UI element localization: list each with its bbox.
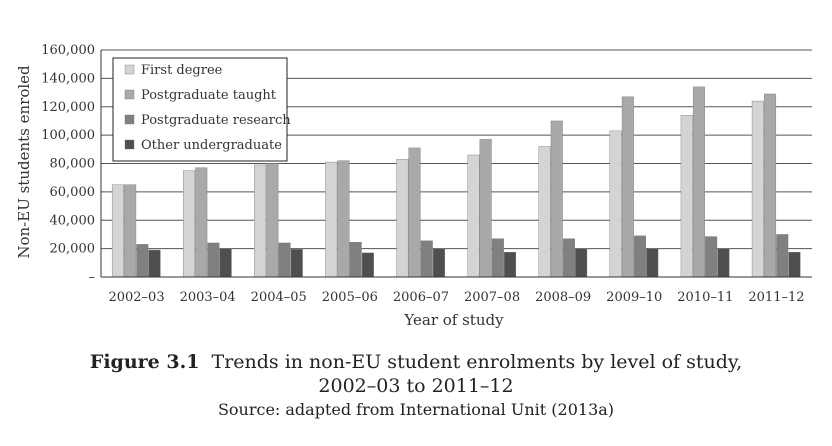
legend-swatch <box>124 114 135 125</box>
bar-postgraduate-research <box>278 242 291 278</box>
y-tick-label: 80,000 <box>50 157 96 172</box>
y-tick-label: – <box>89 270 96 285</box>
legend-label: First degree <box>141 63 223 78</box>
bar-other-undergraduate <box>432 248 445 278</box>
y-tick-labels: – 20,000 40,000 60,000 80,000 100,000 120,000 1… <box>41 43 95 285</box>
bar-postgraduate-taught <box>195 167 208 278</box>
y-tick-label: 60,000 <box>50 185 96 200</box>
bar-postgraduate-taught <box>266 163 279 278</box>
x-tick-label: 2006–07 <box>393 290 449 305</box>
y-tick-label: 160,000 <box>41 43 95 58</box>
bar-other-undergraduate <box>148 249 161 278</box>
bar-first-degree <box>396 159 409 278</box>
bar-other-undergraduate <box>290 249 303 278</box>
figure-source: Source: adapted from International Unit … <box>217 400 615 419</box>
enrolment-bar-chart: – 20,000 40,000 60,000 80,000 100,000 120,000 1… <box>15 43 812 329</box>
legend-swatch <box>124 64 135 75</box>
bar-postgraduate-research <box>420 240 433 278</box>
x-tick-label: 2009–10 <box>606 290 662 305</box>
bar-other-undergraduate <box>504 251 517 278</box>
y-axis-label: Non-EU students enroled <box>15 65 33 259</box>
legend-label: Postgraduate taught <box>141 88 277 103</box>
bar-first-degree <box>111 184 124 278</box>
bar-first-degree <box>254 164 267 278</box>
bar-postgraduate-research <box>562 238 575 278</box>
bar-postgraduate-taught <box>337 160 350 278</box>
bar-first-degree <box>467 154 480 278</box>
bar-postgraduate-research <box>634 235 647 278</box>
figure-caption-title: Figure 3.1 Trends in non-EU student enro… <box>0 350 832 374</box>
bar-other-undergraduate <box>646 248 659 278</box>
bar-first-degree <box>609 130 622 278</box>
bar-first-degree <box>538 146 551 278</box>
bar-first-degree <box>751 100 764 278</box>
bar-first-degree <box>680 115 693 278</box>
x-tick-label: 2008–09 <box>535 290 591 305</box>
x-tick-labels: 2002–03 2003–04 2004–05 2005–06 2006–07 2007–… <box>108 290 804 305</box>
x-tick-label: 2004–05 <box>251 290 307 305</box>
figure-label: Figure 3.1 <box>89 351 200 373</box>
bar-other-undergraduate <box>717 248 730 278</box>
figure-title-line1: Trends in non-EU student enrolments by l… <box>211 351 743 373</box>
bar-first-degree <box>183 170 196 278</box>
bar-other-undergraduate <box>575 248 588 278</box>
figure-title-line2: 2002–03 to 2011–12 <box>318 375 514 397</box>
x-axis-label: Year of study <box>403 311 504 329</box>
bar-postgraduate-taught <box>764 93 777 278</box>
legend-label: Postgraduate research <box>141 113 291 128</box>
legend-swatch <box>124 89 135 100</box>
x-tick-label: 2011–12 <box>748 290 804 305</box>
legend-box <box>112 57 288 162</box>
y-tick-label: 20,000 <box>50 242 96 257</box>
bar-other-undergraduate <box>219 248 232 278</box>
bar-postgraduate-research <box>776 234 789 278</box>
x-tick-label: 2010–11 <box>677 290 733 305</box>
bar-postgraduate-research <box>207 242 220 278</box>
bar-postgraduate-research <box>136 244 149 278</box>
x-tick-label: 2003–04 <box>180 290 236 305</box>
bar-postgraduate-research <box>705 236 718 278</box>
bar-first-degree <box>325 161 338 278</box>
x-tick-label: 2007–08 <box>464 290 520 305</box>
bar-postgraduate-taught <box>692 86 705 278</box>
x-tick-label: 2005–06 <box>322 290 378 305</box>
y-tick-label: 40,000 <box>50 213 96 228</box>
bar-postgraduate-research <box>491 238 504 278</box>
bar-postgraduate-taught <box>550 120 563 278</box>
bar-postgraduate-research <box>349 242 362 278</box>
y-tick-label: 140,000 <box>41 71 95 86</box>
y-tick-label: 120,000 <box>41 100 95 115</box>
bar-other-undergraduate <box>788 251 801 278</box>
legend-swatch <box>124 139 135 150</box>
bar-postgraduate-taught <box>621 96 634 278</box>
axes <box>100 50 812 278</box>
legend: First degree Postgraduate taught Postgradu… <box>112 57 291 162</box>
y-tick-label: 100,000 <box>41 128 95 143</box>
bar-postgraduate-taught <box>124 184 137 278</box>
x-tick-label: 2002–03 <box>108 290 164 305</box>
bar-postgraduate-taught <box>479 139 492 278</box>
bar-postgraduate-taught <box>408 147 421 278</box>
bar-other-undergraduate <box>361 252 374 278</box>
legend-label: Other undergraduate <box>141 138 282 153</box>
